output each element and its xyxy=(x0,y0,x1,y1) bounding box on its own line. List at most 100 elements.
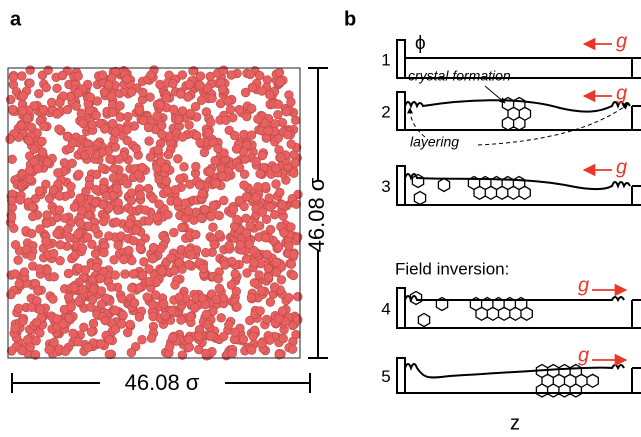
crystal xyxy=(409,290,533,328)
particle xyxy=(232,302,242,312)
particle xyxy=(219,331,229,342)
particle xyxy=(112,183,122,193)
particle xyxy=(201,309,212,320)
particle xyxy=(122,179,133,189)
particle xyxy=(177,222,187,233)
particle xyxy=(96,339,106,349)
particle xyxy=(249,258,259,268)
particle xyxy=(144,216,154,226)
particle xyxy=(95,273,105,284)
particle xyxy=(263,272,273,283)
particle xyxy=(68,328,78,338)
particle xyxy=(148,242,159,253)
particle xyxy=(197,189,208,199)
particle xyxy=(6,289,16,300)
particle xyxy=(242,268,252,278)
particle xyxy=(144,136,154,146)
particle xyxy=(38,104,49,115)
particle xyxy=(184,259,194,270)
row-number: 4 xyxy=(381,299,390,318)
particle xyxy=(39,121,49,131)
particle xyxy=(205,331,216,341)
particle xyxy=(116,319,127,329)
particle xyxy=(160,310,170,321)
particle xyxy=(63,224,73,234)
particle xyxy=(128,269,139,279)
particle xyxy=(73,337,83,347)
particle xyxy=(83,342,93,353)
particle xyxy=(196,213,207,223)
particle xyxy=(16,120,26,131)
particle xyxy=(96,286,107,296)
particle xyxy=(251,192,261,203)
particle xyxy=(144,276,155,287)
particle xyxy=(26,251,37,261)
crystal xyxy=(535,363,599,398)
particle xyxy=(173,154,183,164)
particle xyxy=(293,315,303,325)
fluid-surface xyxy=(404,173,631,190)
particle xyxy=(52,109,62,119)
particle xyxy=(248,331,258,341)
particle xyxy=(127,283,137,293)
particle xyxy=(109,163,119,174)
particle xyxy=(41,236,51,247)
particle xyxy=(144,264,154,274)
particle xyxy=(14,279,24,289)
particle xyxy=(108,118,118,129)
particle xyxy=(184,334,194,345)
particle xyxy=(73,71,83,81)
particle xyxy=(253,182,263,192)
particle xyxy=(74,169,84,180)
particle xyxy=(100,315,110,326)
particle xyxy=(286,222,296,232)
particle xyxy=(145,152,156,162)
particle xyxy=(34,88,44,99)
particle xyxy=(42,210,52,220)
particle xyxy=(138,115,149,126)
particle xyxy=(48,248,59,259)
particle xyxy=(74,296,84,307)
particle xyxy=(262,314,272,325)
particle xyxy=(257,286,267,296)
particle xyxy=(150,290,161,300)
particle xyxy=(170,185,181,195)
particle xyxy=(80,265,91,275)
particle xyxy=(202,319,213,330)
particle xyxy=(85,92,96,103)
gravity-label: g xyxy=(578,274,589,296)
particle xyxy=(98,216,109,227)
particle xyxy=(128,236,139,246)
particle xyxy=(247,103,257,114)
particle xyxy=(18,106,28,116)
particle xyxy=(177,132,188,142)
particle xyxy=(66,302,76,312)
particle xyxy=(257,150,267,161)
particle xyxy=(196,95,207,106)
particle xyxy=(27,201,37,212)
particle xyxy=(33,164,43,174)
particle xyxy=(49,272,59,282)
particle xyxy=(168,332,178,343)
particle xyxy=(271,267,282,277)
particle xyxy=(22,113,33,123)
particle xyxy=(73,229,83,239)
particle xyxy=(101,293,111,303)
particle xyxy=(218,65,229,75)
particle xyxy=(221,115,231,126)
particle xyxy=(35,224,45,234)
particle xyxy=(197,293,208,303)
particle xyxy=(97,70,108,80)
particle xyxy=(157,266,167,276)
particle xyxy=(201,348,211,359)
particle xyxy=(75,193,85,203)
particle xyxy=(115,100,125,111)
particle xyxy=(257,86,267,96)
particle xyxy=(168,78,178,89)
particle xyxy=(224,240,234,251)
particle xyxy=(19,267,30,277)
particle xyxy=(226,280,237,290)
particle xyxy=(30,350,41,360)
particle xyxy=(251,156,261,167)
